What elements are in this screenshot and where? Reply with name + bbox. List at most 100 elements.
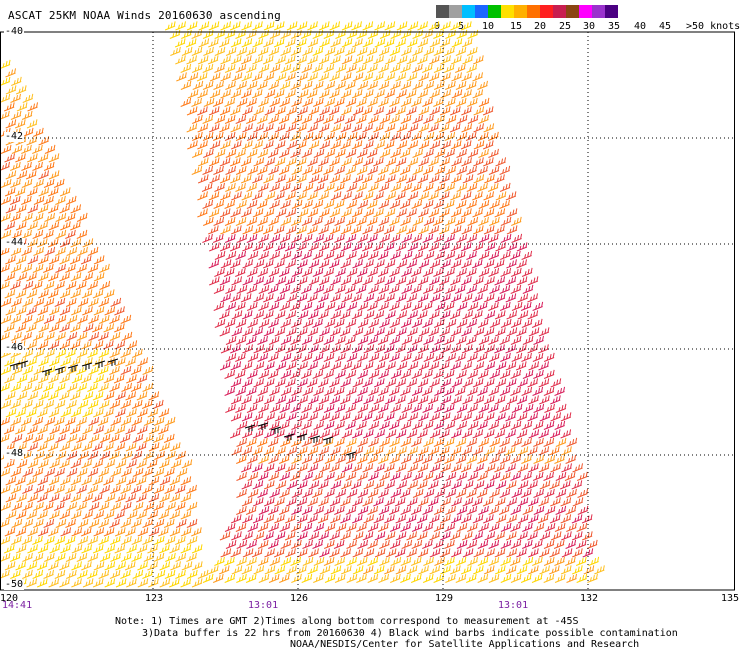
wind-barb	[59, 578, 70, 588]
wind-barb	[22, 127, 34, 137]
wind-barb	[148, 527, 160, 537]
wind-barb	[302, 165, 313, 175]
wind-barb	[357, 386, 368, 396]
wind-barb	[180, 63, 192, 73]
wind-barb	[264, 395, 275, 405]
colorbar-swatch	[579, 5, 592, 18]
wind-barb	[517, 531, 528, 541]
wind-barb	[163, 433, 175, 443]
wind-barb	[223, 267, 235, 277]
wind-barb	[158, 459, 170, 469]
wind-barb	[202, 29, 214, 39]
wind-barb	[274, 463, 286, 473]
wind-barb	[385, 310, 396, 320]
wind-barb	[455, 80, 467, 90]
wind-barb	[257, 114, 268, 124]
wind-barb	[297, 514, 308, 524]
wind-barb	[252, 514, 264, 524]
wind-barb	[213, 165, 224, 175]
wind-barb	[77, 450, 89, 460]
wind-barb	[26, 510, 38, 520]
wind-barb	[543, 556, 555, 566]
wind-barb	[572, 497, 584, 507]
wind-barb	[115, 459, 127, 469]
wind-barb	[269, 488, 281, 498]
wind-barb	[495, 361, 507, 371]
wind-barb	[32, 433, 44, 443]
wind-barb	[521, 471, 532, 481]
wind-barb	[153, 501, 164, 511]
wind-barb	[280, 63, 292, 73]
wind-barb	[374, 21, 386, 31]
wind-barb	[429, 514, 440, 524]
wind-barb	[246, 556, 257, 566]
wind-barb	[532, 386, 544, 396]
wind-barb	[264, 548, 275, 558]
wind-barb	[352, 72, 364, 82]
wind-barb	[318, 310, 329, 320]
wind-barb	[357, 369, 369, 379]
wind-barb	[136, 493, 147, 503]
wind-barb	[466, 573, 477, 583]
wind-barb	[395, 344, 406, 354]
lon-label-120: 120	[0, 593, 19, 604]
wind-barb	[461, 157, 472, 167]
wind-barb	[169, 578, 180, 588]
wind-barb	[26, 357, 38, 367]
wind-barb	[400, 97, 412, 107]
wind-barb	[278, 454, 290, 464]
wind-barb	[47, 187, 59, 197]
wind-barb	[87, 450, 99, 460]
wind-barb	[438, 123, 450, 133]
wind-barb	[333, 114, 345, 124]
wind-barb	[455, 46, 467, 56]
wind-barb	[373, 514, 385, 524]
wind-barb	[418, 191, 430, 201]
wind-barb	[15, 510, 27, 520]
wind-barb	[461, 123, 473, 133]
wind-barb	[302, 556, 314, 566]
wind-barb	[274, 191, 285, 201]
wind-barb	[268, 573, 280, 583]
wind-barb	[521, 386, 533, 396]
wind-barb	[225, 182, 236, 192]
wind-barb	[362, 72, 374, 82]
wind-barb	[494, 310, 506, 320]
wind-barb	[137, 578, 149, 588]
wind-barb	[330, 242, 342, 252]
wind-barb	[487, 182, 499, 192]
wind-barb	[66, 365, 78, 375]
wind-barb	[290, 46, 302, 56]
wind-barb	[379, 471, 391, 481]
wind-barb	[576, 471, 588, 481]
wind-barb	[390, 369, 402, 379]
wind-barb	[231, 446, 243, 456]
wind-barb	[313, 284, 325, 294]
wind-barb	[180, 578, 192, 588]
wind-barb	[224, 522, 236, 532]
wind-barb	[114, 340, 126, 350]
wind-barb	[400, 80, 412, 90]
wind-barb	[378, 46, 390, 56]
wind-barb	[235, 114, 247, 124]
wind-barb	[33, 484, 45, 494]
wind-barb	[87, 348, 99, 358]
wind-barb	[466, 46, 478, 56]
wind-barb	[374, 259, 385, 269]
wind-barb	[257, 267, 269, 277]
wind-barb	[291, 420, 302, 430]
wind-barb	[439, 412, 451, 422]
wind-barb	[411, 522, 423, 532]
wind-barb	[241, 72, 253, 82]
wind-barb	[538, 344, 549, 354]
wind-barb	[88, 297, 99, 307]
wind-barb	[384, 497, 396, 507]
wind-barb	[224, 29, 236, 39]
wind-barb	[22, 467, 34, 477]
wind-barb	[285, 123, 297, 133]
wind-barb	[385, 157, 397, 167]
wind-barb	[246, 63, 257, 73]
wind-barb	[87, 552, 99, 562]
wind-barb	[483, 412, 495, 422]
wind-barb	[456, 420, 468, 430]
